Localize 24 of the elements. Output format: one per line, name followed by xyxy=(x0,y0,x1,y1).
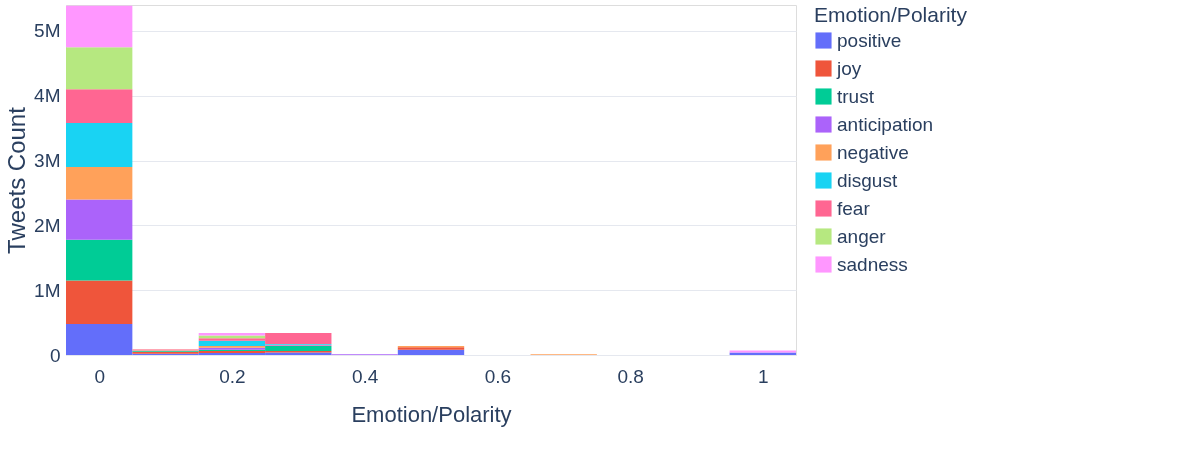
x-axis-title: Emotion/Polarity xyxy=(351,401,512,427)
x-tick-label: 0 xyxy=(94,365,105,387)
y-tick-label: 3M xyxy=(34,150,61,172)
x-tick-label: 0.8 xyxy=(617,365,644,387)
y-tick-label: 2M xyxy=(34,214,61,236)
y-tick-label: 4M xyxy=(34,85,61,107)
y-axis-title: Tweets Count xyxy=(3,106,31,254)
x-tick-label: 0.4 xyxy=(351,365,379,387)
y-tick-label: 5M xyxy=(34,20,61,42)
legend-label: anticipation xyxy=(837,113,934,135)
legend-label: sadness xyxy=(837,253,908,275)
legend-label: anger xyxy=(837,225,887,247)
legend-label: disgust xyxy=(837,169,898,191)
legend-title: Emotion/Polarity xyxy=(814,3,968,26)
legend-label: negative xyxy=(837,141,909,163)
legend-label: joy xyxy=(836,57,862,79)
y-tick-label: 0 xyxy=(49,344,61,366)
legend-label: fear xyxy=(837,197,871,219)
legend-label: positive xyxy=(837,29,902,51)
x-tick-label: 0.2 xyxy=(219,365,246,387)
y-tick-label: 1M xyxy=(34,279,61,301)
legend-label: trust xyxy=(837,85,875,107)
x-tick-label: 0.6 xyxy=(484,365,512,387)
x-tick-label: 1 xyxy=(758,365,769,387)
